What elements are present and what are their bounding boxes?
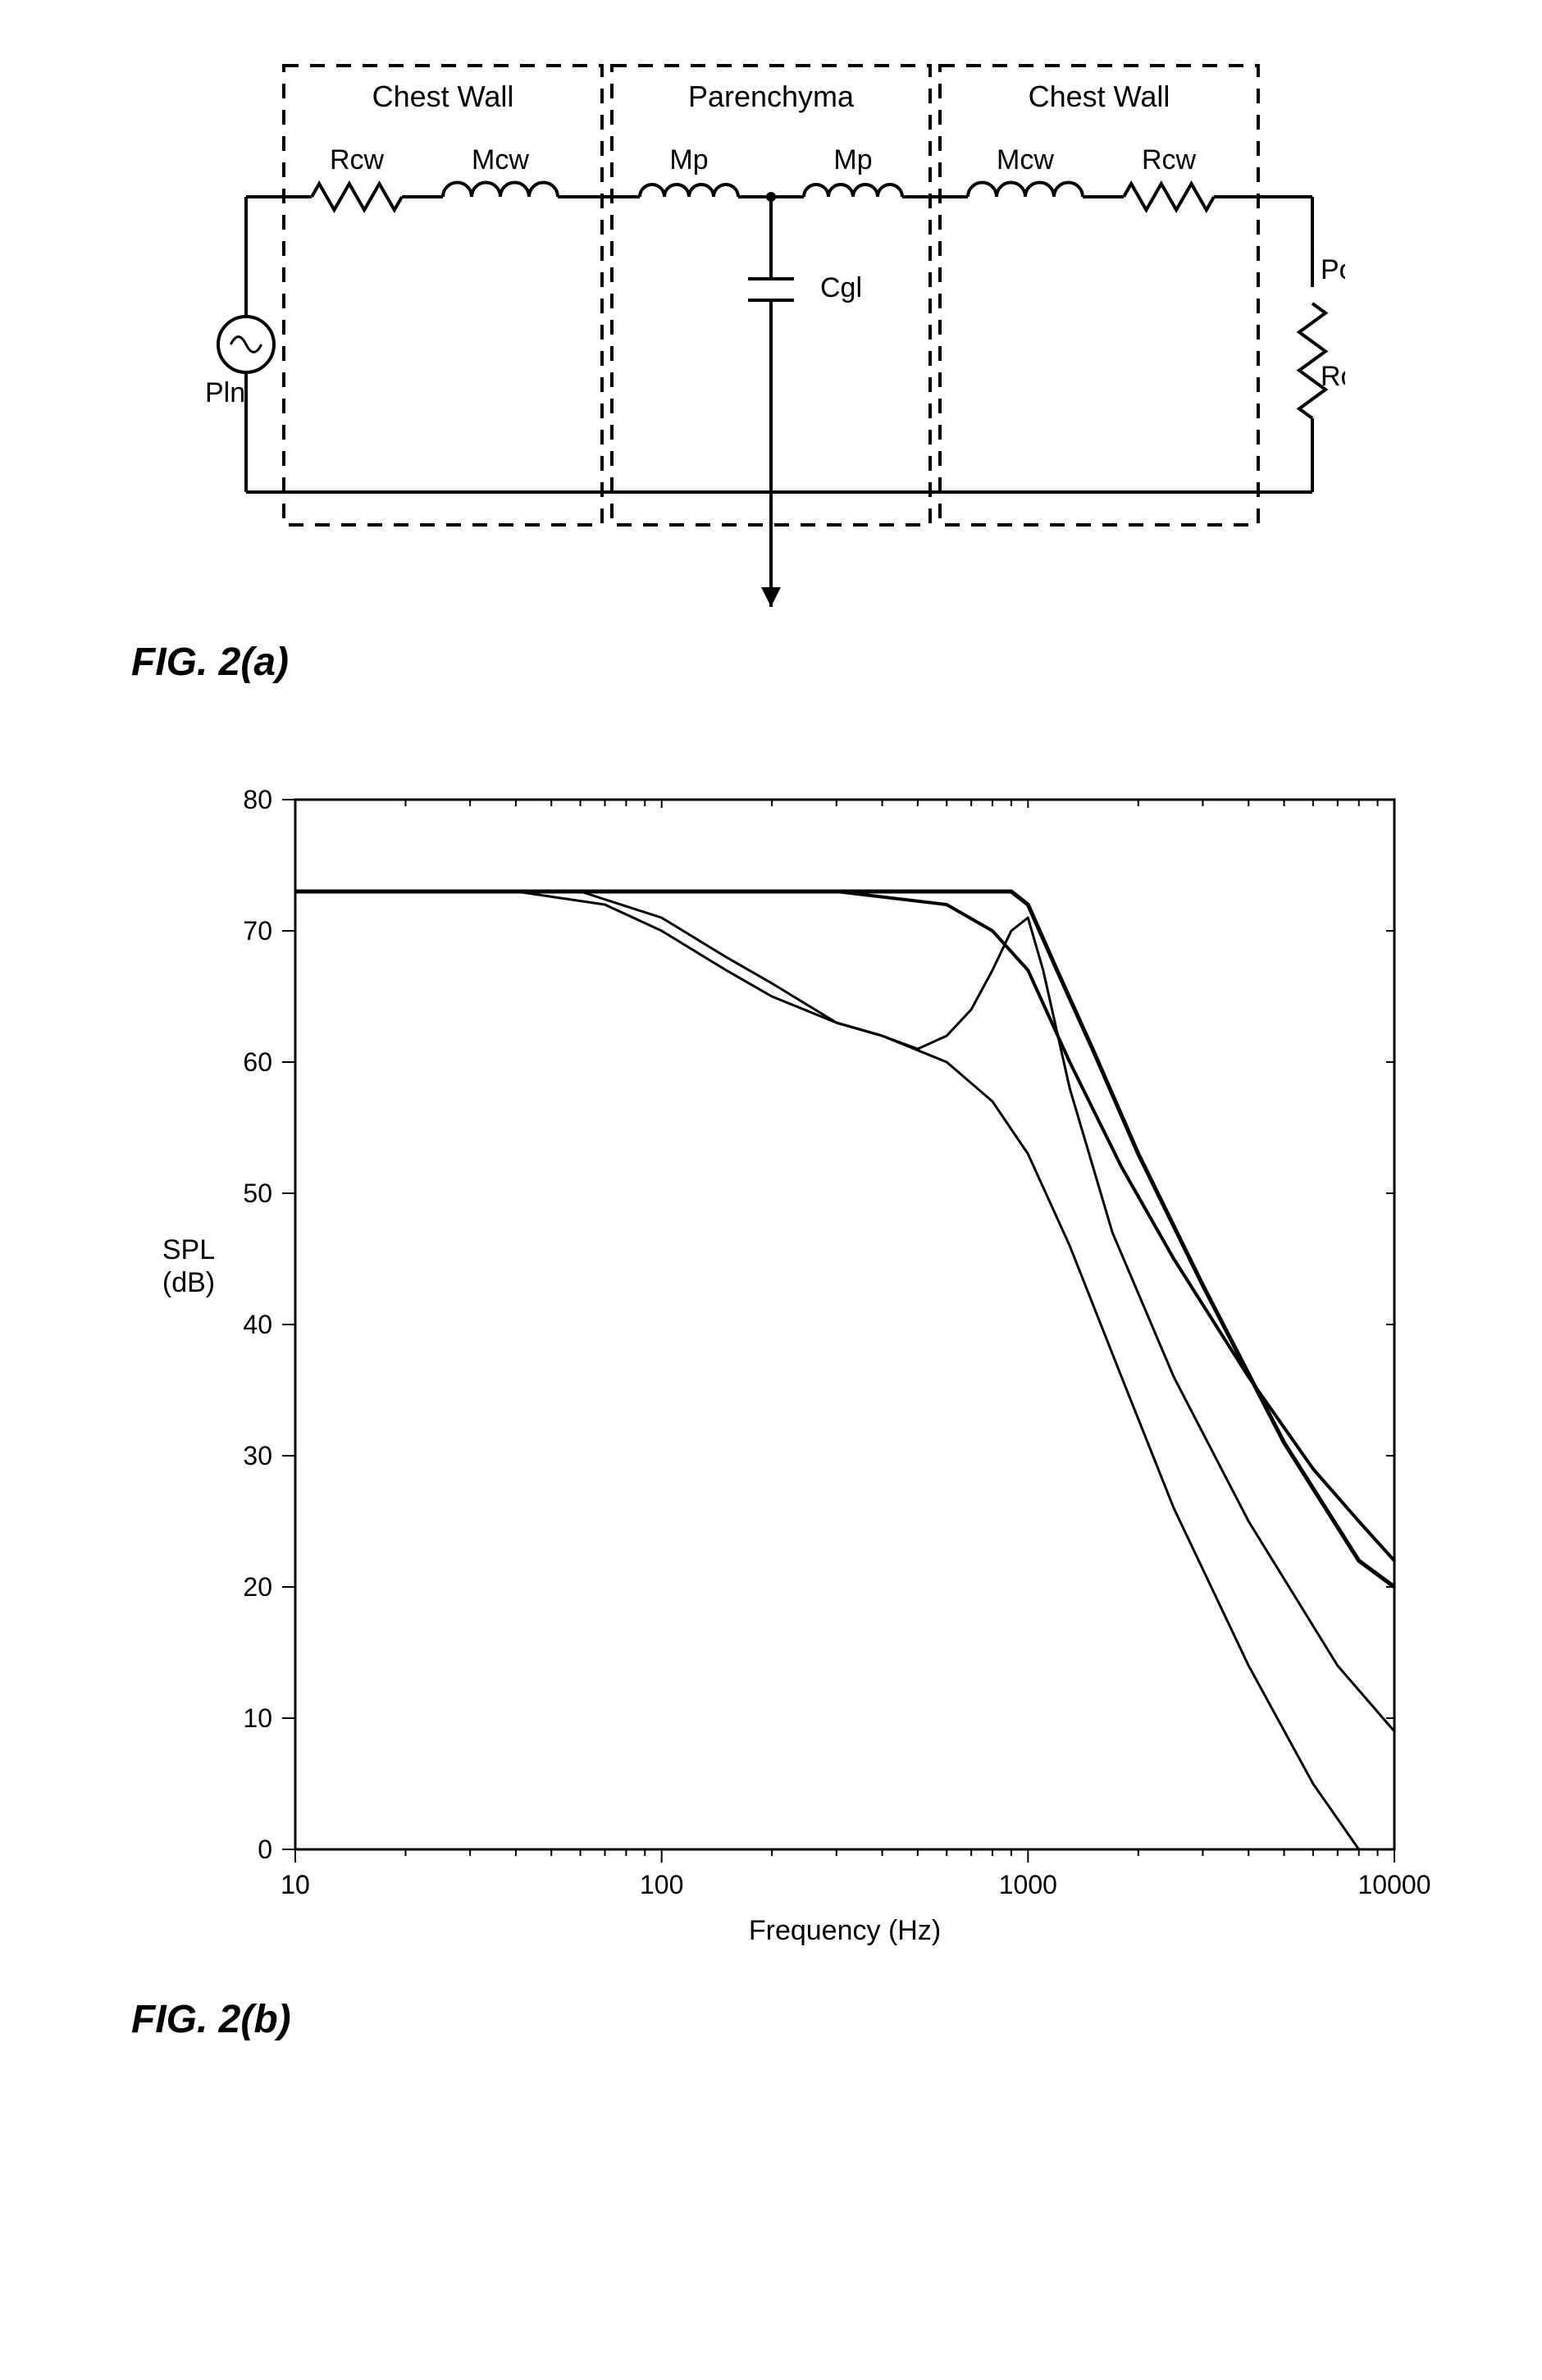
xtick-label: 10 xyxy=(281,1870,310,1899)
po-label: Po xyxy=(1321,254,1345,285)
spl-frequency-chart: 010203040506070801010010001000010Frequen… xyxy=(131,750,1444,1981)
y-axis-label-bot: (dB) xyxy=(162,1267,215,1298)
figure-2a-label: FIG. 2(a) xyxy=(131,640,1509,685)
ro-label: Ro xyxy=(1321,361,1345,392)
y-axis-label-top: SPL xyxy=(162,1234,215,1265)
mp2-label: Mp xyxy=(833,144,872,176)
curve-mid xyxy=(295,891,1394,1561)
xtick-label: 100 xyxy=(640,1870,683,1899)
rcw-left-label: Rcw xyxy=(330,144,385,176)
curve-resonant xyxy=(295,891,1394,1731)
ytick-label: 80 xyxy=(243,785,272,814)
ytick-label: 20 xyxy=(243,1572,272,1602)
figure-2b-label: FIG. 2(b) xyxy=(131,1997,1509,2042)
curve-steep xyxy=(295,891,1359,1849)
ytick-label: 50 xyxy=(243,1179,272,1208)
ytick-label: 0 xyxy=(258,1835,272,1864)
xtick-label: 10000 xyxy=(1358,1870,1431,1899)
ytick-label: 30 xyxy=(243,1441,272,1470)
figure-2b: 010203040506070801010010001000010Frequen… xyxy=(33,750,1509,2042)
mcw-right-label: Mcw xyxy=(997,144,1054,176)
plot-area xyxy=(295,800,1394,1849)
section-label: Chest Wall xyxy=(372,80,514,113)
section-box xyxy=(940,66,1258,525)
xtick-label: 1000 xyxy=(999,1870,1057,1899)
figure-2a: Chest Wall Parenchyma Chest Wall Pln Rcw Mcw M… xyxy=(33,33,1509,685)
ytick-label: 70 xyxy=(243,916,272,946)
source-label: Pln xyxy=(205,377,245,408)
rcw-right-label: Rcw xyxy=(1142,144,1197,176)
section-label: Parenchyma xyxy=(688,80,855,113)
ytick-label: 10 xyxy=(243,1703,272,1733)
section-box xyxy=(284,66,602,525)
section-label: Chest Wall xyxy=(1029,80,1170,113)
cap-label: Cgl xyxy=(820,272,862,303)
ytick-label: 60 xyxy=(243,1047,272,1077)
circuit-diagram: Chest Wall Parenchyma Chest Wall Pln Rcw Mcw M… xyxy=(197,33,1345,623)
mcw-left-label: Mcw xyxy=(472,144,529,176)
mp1-label: Mp xyxy=(669,144,708,176)
ytick-label: 40 xyxy=(243,1310,272,1339)
x-axis-label: Frequency (Hz) xyxy=(749,1915,941,1946)
